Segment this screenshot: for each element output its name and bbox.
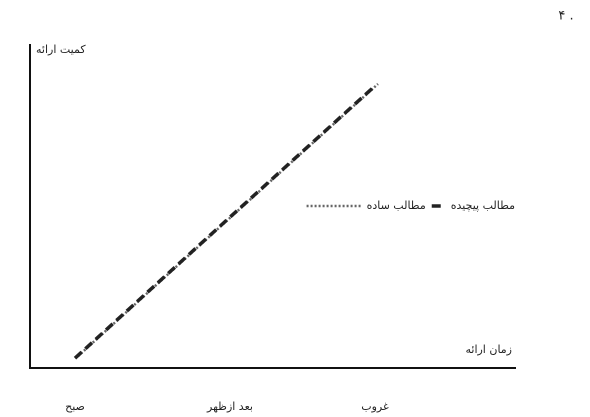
- y-axis-label: کمیت ارائه: [36, 43, 86, 56]
- x-tick-label: بعد ازظهر: [206, 400, 253, 413]
- series-line: [73, 84, 377, 360]
- legend-label: مطالب ساده: [367, 199, 426, 212]
- figure-number: ۴ .: [558, 9, 573, 24]
- x-axis-label: زمان ارائه: [465, 343, 512, 356]
- legend-label: مطالب پیچیده: [451, 199, 515, 212]
- x-tick-label: غروب: [361, 400, 389, 413]
- x-tick-label: صبح: [65, 400, 85, 413]
